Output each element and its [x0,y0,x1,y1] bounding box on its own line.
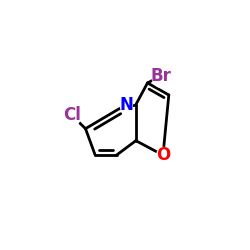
Circle shape [63,104,81,126]
Text: O: O [156,146,170,164]
Text: Cl: Cl [63,106,81,124]
Text: N: N [119,96,133,114]
Circle shape [157,148,169,163]
Circle shape [152,64,170,87]
Circle shape [120,97,132,112]
Text: Br: Br [150,67,172,85]
